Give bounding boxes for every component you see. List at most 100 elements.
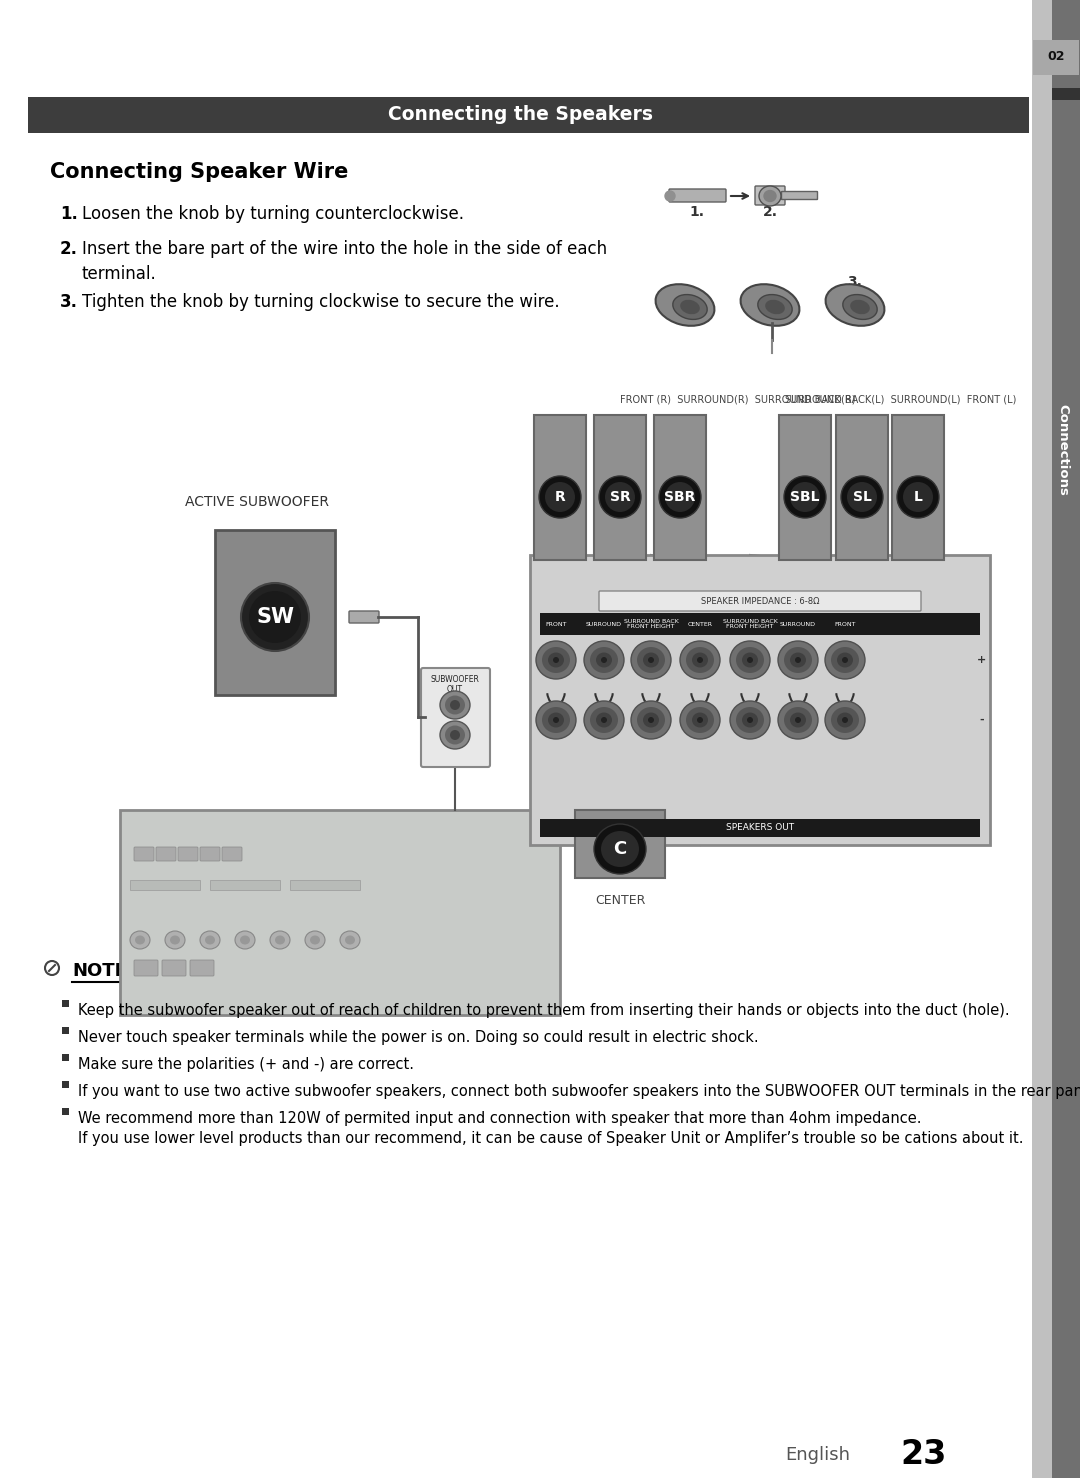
Ellipse shape <box>778 641 818 678</box>
Ellipse shape <box>643 712 659 727</box>
Ellipse shape <box>584 641 624 678</box>
Text: R: R <box>555 491 565 504</box>
Ellipse shape <box>842 717 848 723</box>
Text: +: + <box>977 655 987 665</box>
Ellipse shape <box>584 701 624 739</box>
FancyBboxPatch shape <box>134 847 154 862</box>
Text: Insert the bare part of the wire into the hole in the side of each: Insert the bare part of the wire into th… <box>82 239 607 259</box>
FancyBboxPatch shape <box>62 1027 69 1035</box>
Ellipse shape <box>235 931 255 949</box>
Ellipse shape <box>825 284 885 325</box>
FancyBboxPatch shape <box>291 879 360 890</box>
Text: 3.: 3. <box>60 293 78 310</box>
Ellipse shape <box>831 706 859 733</box>
Ellipse shape <box>631 701 671 739</box>
Ellipse shape <box>648 658 654 664</box>
Text: Tighten the knob by turning clockwise to secure the wire.: Tighten the knob by turning clockwise to… <box>82 293 559 310</box>
Ellipse shape <box>240 936 249 944</box>
Ellipse shape <box>778 701 818 739</box>
Ellipse shape <box>594 825 646 873</box>
Text: SL: SL <box>852 491 872 504</box>
Ellipse shape <box>637 706 665 733</box>
Ellipse shape <box>842 294 877 319</box>
FancyBboxPatch shape <box>190 961 214 975</box>
FancyBboxPatch shape <box>669 189 726 202</box>
FancyBboxPatch shape <box>540 819 980 837</box>
Ellipse shape <box>539 476 581 517</box>
Text: SURROUND BACK
FRONT HEIGHT: SURROUND BACK FRONT HEIGHT <box>723 619 778 630</box>
Ellipse shape <box>741 284 799 325</box>
Text: We recommend more than 120W of permited input and connection with speaker that m: We recommend more than 120W of permited … <box>78 1111 1024 1145</box>
Ellipse shape <box>686 647 714 672</box>
Ellipse shape <box>735 706 764 733</box>
FancyBboxPatch shape <box>178 847 198 862</box>
Text: SR: SR <box>609 491 631 504</box>
Ellipse shape <box>850 300 869 315</box>
Text: SURROUND BACK(L)  SURROUND(L)  FRONT (L): SURROUND BACK(L) SURROUND(L) FRONT (L) <box>785 395 1016 405</box>
Ellipse shape <box>759 186 781 205</box>
Ellipse shape <box>548 712 564 727</box>
FancyBboxPatch shape <box>540 613 980 636</box>
Ellipse shape <box>758 294 793 319</box>
Text: 1.: 1. <box>689 205 704 219</box>
Ellipse shape <box>680 701 720 739</box>
FancyBboxPatch shape <box>62 1054 69 1061</box>
Ellipse shape <box>270 931 291 949</box>
Ellipse shape <box>735 647 764 672</box>
FancyBboxPatch shape <box>1052 0 1080 1478</box>
Text: SURROUND: SURROUND <box>780 622 816 627</box>
Text: 2.: 2. <box>762 205 778 219</box>
Text: SPEAKER IMPEDANCE : 6-8Ω: SPEAKER IMPEDANCE : 6-8Ω <box>701 597 820 606</box>
Ellipse shape <box>795 717 801 723</box>
Ellipse shape <box>450 730 460 740</box>
FancyBboxPatch shape <box>654 415 706 560</box>
FancyBboxPatch shape <box>1032 0 1080 1478</box>
Text: SBR: SBR <box>664 491 696 504</box>
FancyBboxPatch shape <box>599 591 921 610</box>
Ellipse shape <box>643 652 659 668</box>
Text: Never touch speaker terminals while the power is on. Doing so could result in el: Never touch speaker terminals while the … <box>78 1030 758 1045</box>
Ellipse shape <box>784 706 812 733</box>
FancyBboxPatch shape <box>1032 40 1079 75</box>
Ellipse shape <box>841 476 883 517</box>
Ellipse shape <box>445 696 465 714</box>
Ellipse shape <box>789 652 806 668</box>
FancyBboxPatch shape <box>421 668 490 767</box>
Text: NOTE: NOTE <box>72 962 126 980</box>
Ellipse shape <box>825 641 865 678</box>
Ellipse shape <box>170 936 180 944</box>
Ellipse shape <box>590 706 618 733</box>
Text: 02: 02 <box>1048 50 1065 64</box>
FancyBboxPatch shape <box>534 415 586 560</box>
Ellipse shape <box>825 701 865 739</box>
FancyBboxPatch shape <box>156 847 176 862</box>
FancyBboxPatch shape <box>594 415 646 560</box>
Ellipse shape <box>553 658 559 664</box>
Ellipse shape <box>903 482 933 511</box>
Ellipse shape <box>545 482 575 511</box>
Ellipse shape <box>837 652 853 668</box>
FancyBboxPatch shape <box>210 879 280 890</box>
Ellipse shape <box>205 936 215 944</box>
Ellipse shape <box>765 300 785 315</box>
Ellipse shape <box>241 582 309 650</box>
FancyBboxPatch shape <box>530 556 990 845</box>
Ellipse shape <box>440 721 470 749</box>
FancyBboxPatch shape <box>162 961 186 975</box>
Text: Keep the subwoofer speaker out of reach of children to prevent them from inserti: Keep the subwoofer speaker out of reach … <box>78 1004 1010 1018</box>
Ellipse shape <box>631 641 671 678</box>
Ellipse shape <box>600 658 607 664</box>
Ellipse shape <box>305 931 325 949</box>
Ellipse shape <box>440 692 470 718</box>
Ellipse shape <box>596 652 612 668</box>
FancyBboxPatch shape <box>222 847 242 862</box>
Ellipse shape <box>600 717 607 723</box>
Text: English: English <box>785 1445 850 1465</box>
Ellipse shape <box>795 658 801 664</box>
Ellipse shape <box>837 712 853 727</box>
FancyBboxPatch shape <box>62 1080 69 1088</box>
Text: -: - <box>980 715 984 726</box>
Ellipse shape <box>130 931 150 949</box>
Text: Loosen the knob by turning counterclockwise.: Loosen the knob by turning counterclockw… <box>82 205 464 223</box>
Text: SURROUND BACK
FRONT HEIGHT: SURROUND BACK FRONT HEIGHT <box>623 619 678 630</box>
